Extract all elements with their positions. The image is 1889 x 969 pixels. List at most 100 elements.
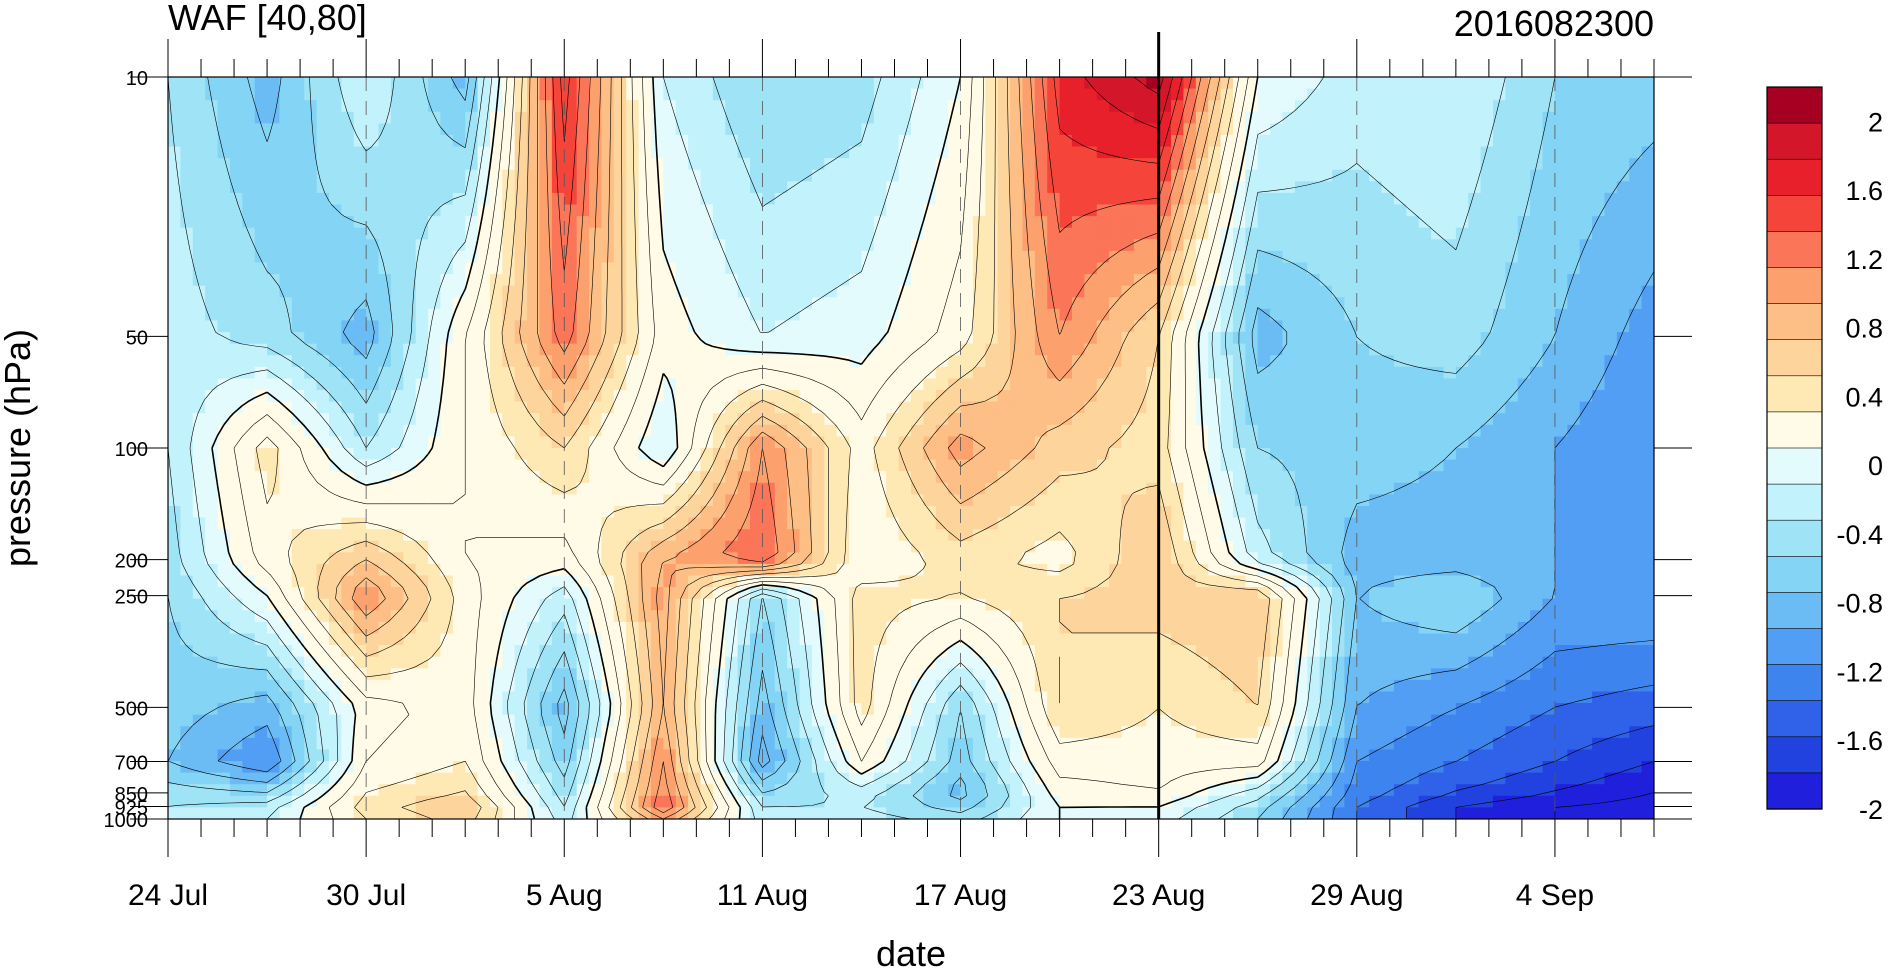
contour-fill-cell: [799, 540, 813, 553]
contour-fill-cell: [192, 227, 206, 240]
contour-fill-cell: [366, 77, 380, 90]
contour-fill-cell: [390, 239, 404, 252]
contour-fill-cell: [254, 308, 268, 322]
contour-fill-cell: [1270, 77, 1284, 90]
contour-fill-cell: [1270, 158, 1284, 171]
contour-fill-cell: [601, 424, 615, 437]
contour-fill-cell: [601, 227, 615, 240]
contour-fill-cell: [1616, 517, 1630, 530]
contour-fill-cell: [861, 216, 875, 229]
contour-fill-cell: [452, 494, 466, 507]
contour-fill-cell: [601, 459, 615, 472]
contour-fill-cell: [1195, 239, 1209, 252]
contour-fill-cell: [1096, 111, 1110, 124]
contour-fill-cell: [1468, 332, 1482, 345]
contour-fill-cell: [304, 505, 318, 519]
contour-fill-cell: [824, 308, 838, 322]
contour-fill-cell: [428, 239, 442, 252]
contour-fill-cell: [1084, 552, 1098, 565]
contour-fill-cell: [613, 181, 627, 194]
contour-fill-cell: [254, 239, 268, 252]
contour-fill-cell: [1567, 320, 1581, 333]
contour-fill-cell: [861, 146, 875, 159]
contour-fill-cell: [353, 552, 367, 565]
contour-fill-cell: [242, 158, 256, 171]
contour-fill-cell: [589, 413, 603, 426]
contour-fill-cell: [1418, 355, 1432, 368]
contour-fill-cell: [1369, 494, 1383, 507]
contour-fill-cell: [304, 181, 318, 194]
contour-fill-cell: [192, 181, 206, 194]
contour-fill-cell: [1468, 100, 1482, 113]
contour-fill-cell: [1059, 274, 1073, 287]
contour-fill-cell: [477, 285, 491, 298]
contour-fill-cell: [675, 413, 689, 426]
contour-fill-cell: [626, 505, 640, 519]
contour-fill-cell: [1592, 111, 1606, 124]
contour-fill-cell: [725, 424, 739, 437]
contour-fill-cell: [477, 540, 491, 553]
contour-fill-cell: [403, 505, 417, 519]
contour-fill-cell: [1517, 285, 1531, 298]
contour-fill-cell: [1257, 413, 1271, 426]
contour-fill-cell: [353, 482, 367, 495]
contour-fill-cell: [1505, 529, 1519, 542]
contour-fill-cell: [1592, 540, 1606, 553]
contour-fill-cell: [341, 343, 355, 356]
contour-fill-cell: [663, 517, 677, 530]
contour-fill-cell: [217, 343, 231, 356]
contour-fill-cell: [1356, 123, 1370, 136]
contour-fill-cell: [1505, 517, 1519, 530]
contour-fill-cell: [1109, 540, 1123, 553]
contour-fill-cell: [564, 517, 578, 530]
contour-fill-cell: [911, 146, 924, 159]
contour-fill-cell: [688, 100, 702, 113]
contour-fill-cell: [390, 274, 404, 287]
contour-fill-cell: [1517, 88, 1531, 101]
contour-fill-cell: [1493, 390, 1506, 403]
contour-fill-cell: [1554, 320, 1568, 333]
contour-fill-cell: [576, 192, 590, 206]
contour-fill-cell: [911, 459, 924, 472]
contour-fill-cell: [564, 482, 578, 495]
contour-fill-cell: [626, 378, 640, 391]
contour-fill-cell: [1332, 169, 1346, 182]
contour-fill-cell: [1418, 320, 1432, 333]
contour-fill-cell: [1455, 216, 1469, 229]
contour-fill-cell: [725, 216, 739, 229]
contour-fill-cell: [1171, 169, 1185, 182]
contour-fill-cell: [1047, 297, 1061, 310]
contour-fill-cell: [861, 413, 875, 426]
contour-fill-cell: [613, 192, 627, 206]
contour-fill-cell: [1282, 320, 1296, 333]
contour-fill-cell: [1084, 401, 1098, 414]
contour-fill-cell: [316, 494, 330, 507]
contour-fill-cell: [254, 146, 268, 159]
contour-fill-cell: [1059, 471, 1073, 484]
contour-fill-cell: [1059, 146, 1073, 159]
contour-fill-cell: [911, 227, 924, 240]
contour-fill-cell: [1059, 239, 1073, 252]
contour-fill-cell: [886, 505, 900, 519]
contour-fill-cell: [316, 390, 330, 403]
contour-fill-cell: [205, 123, 219, 136]
contour-fill-cell: [564, 436, 578, 449]
contour-fill-cell: [1034, 216, 1048, 229]
contour-fill-cell: [205, 297, 219, 310]
contour-fill-cell: [886, 88, 900, 101]
contour-fill-cell: [1010, 448, 1024, 461]
contour-fill-cell: [390, 158, 404, 171]
contour-fill-cell: [1480, 123, 1494, 136]
contour-fill-cell: [428, 343, 442, 356]
contour-fill-cell: [1121, 355, 1135, 368]
contour-fill-cell: [589, 448, 603, 461]
contour-fill-cell: [1171, 285, 1185, 298]
contour-fill-cell: [229, 552, 243, 565]
contour-fill-cell: [1369, 123, 1383, 136]
contour-fill-cell: [378, 320, 392, 333]
contour-fill-cell: [688, 262, 702, 275]
contour-fill-cell: [1579, 262, 1593, 275]
contour-fill-cell: [898, 204, 912, 217]
contour-fill-cell: [428, 227, 442, 240]
contour-fill-cell: [935, 436, 949, 449]
